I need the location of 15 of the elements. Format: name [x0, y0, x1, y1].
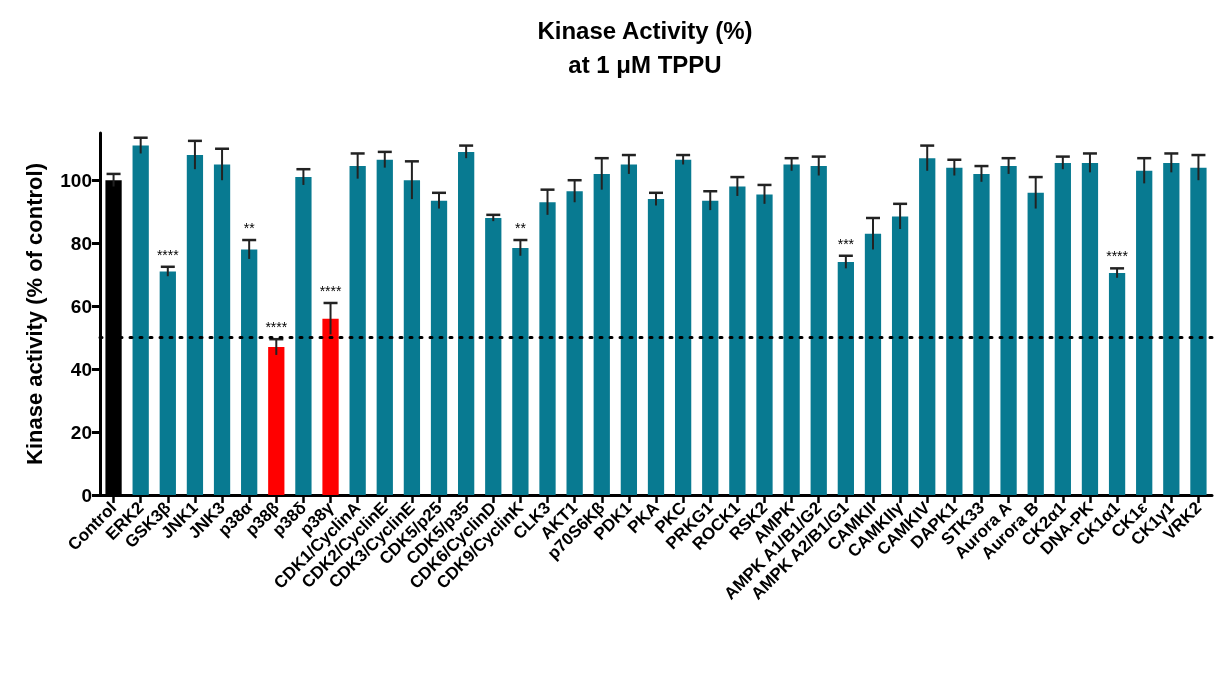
y-axis-title: Kinase activity (% of control): [21, 163, 47, 465]
y-tick-label: 60: [70, 295, 92, 317]
annotation: ***: [837, 235, 855, 252]
y-tick-label: 100: [60, 169, 92, 191]
chart-title: Kinase Activity (%) at 1 μM TPPU: [537, 16, 753, 78]
y-tick-label: 0: [81, 484, 92, 506]
annotation: **: [514, 220, 527, 237]
y-tick-label: 40: [70, 358, 92, 380]
y-tick-label: 80: [70, 232, 92, 254]
y-tick-label: 20: [70, 421, 92, 443]
annotation: ****: [1106, 248, 1129, 265]
annotation: ****: [319, 282, 342, 299]
annotation: ****: [156, 246, 180, 263]
annotation: **: [243, 220, 256, 237]
annotation: ****: [265, 319, 288, 336]
